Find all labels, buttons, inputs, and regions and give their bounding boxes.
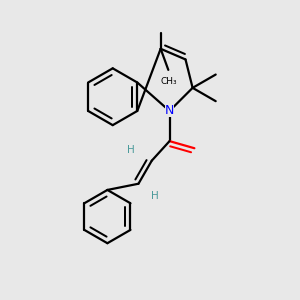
Text: H: H (127, 145, 134, 155)
Text: H: H (151, 191, 158, 201)
Text: N: N (165, 104, 174, 117)
Text: CH₃: CH₃ (161, 76, 178, 85)
